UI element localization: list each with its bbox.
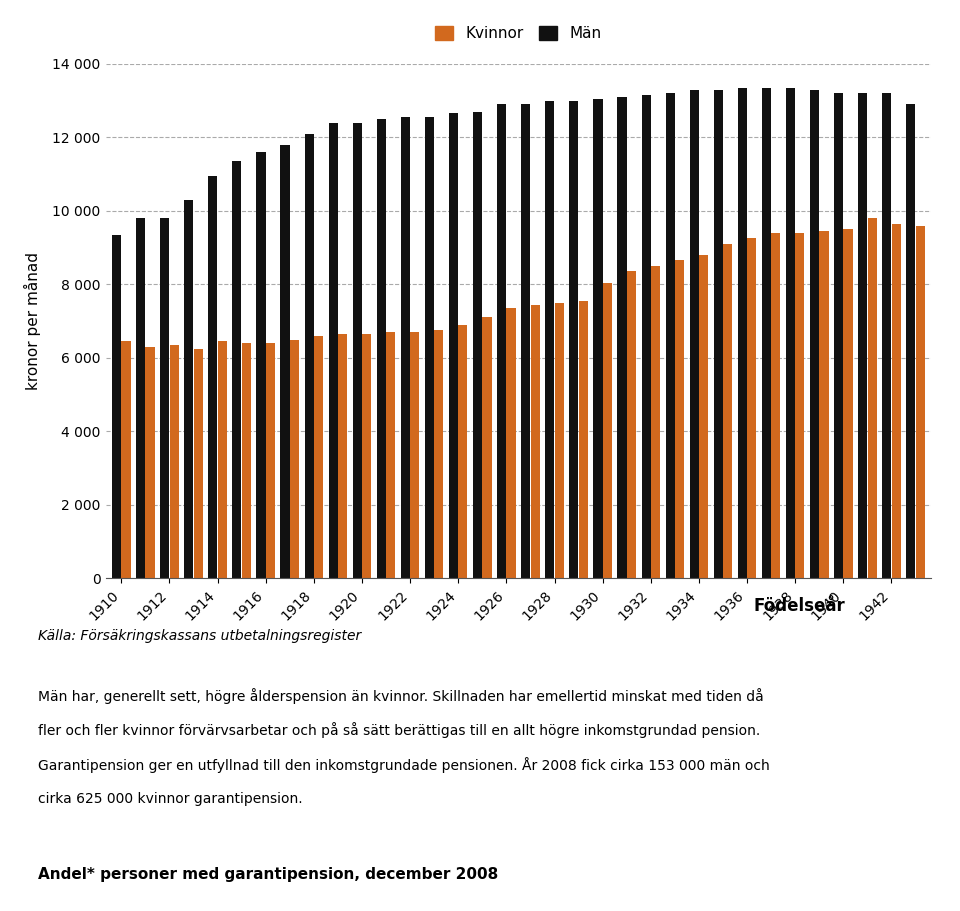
Bar xyxy=(290,340,299,578)
Bar xyxy=(844,230,852,578)
Y-axis label: kronor per månad: kronor per månad xyxy=(24,252,41,390)
Bar xyxy=(473,111,482,578)
Bar xyxy=(738,87,747,578)
Bar xyxy=(458,325,468,578)
Text: Födelseår: Födelseår xyxy=(753,597,845,615)
Bar xyxy=(747,239,756,578)
Bar xyxy=(834,93,843,578)
Text: Andel* personer med garantipension, december 2008: Andel* personer med garantipension, dece… xyxy=(38,867,498,882)
Text: Källa: Försäkringskassans utbetalningsregister: Källa: Försäkringskassans utbetalningsre… xyxy=(38,629,362,642)
Bar xyxy=(160,219,169,578)
Bar xyxy=(507,308,516,578)
Bar xyxy=(916,226,924,578)
Bar xyxy=(434,331,444,578)
Bar xyxy=(352,123,362,578)
Bar xyxy=(651,266,660,578)
Bar xyxy=(362,334,372,578)
Bar xyxy=(882,93,892,578)
Bar xyxy=(232,161,242,578)
Bar xyxy=(266,343,275,578)
Bar xyxy=(136,219,145,578)
Bar xyxy=(641,95,651,578)
Bar xyxy=(892,224,900,578)
Bar xyxy=(338,334,348,578)
Bar xyxy=(868,219,876,578)
Bar xyxy=(497,104,506,578)
Bar xyxy=(858,93,867,578)
Text: cirka 625 000 kvinnor garantipension.: cirka 625 000 kvinnor garantipension. xyxy=(38,792,303,805)
Bar xyxy=(521,104,530,578)
Bar xyxy=(545,100,554,578)
Bar xyxy=(242,343,251,578)
Bar xyxy=(593,98,603,578)
Bar xyxy=(569,100,579,578)
Bar xyxy=(699,255,708,578)
Bar xyxy=(483,317,492,578)
Text: Män har, generellt sett, högre ålderspension än kvinnor. Skillnaden har emellert: Män har, generellt sett, högre ålderspen… xyxy=(38,688,764,704)
Bar xyxy=(218,342,227,578)
Bar xyxy=(449,113,458,578)
Bar xyxy=(723,244,732,578)
Bar xyxy=(603,282,612,578)
Bar xyxy=(579,301,588,578)
Bar xyxy=(328,123,338,578)
Bar xyxy=(425,118,434,578)
Bar xyxy=(820,231,828,578)
Bar xyxy=(145,347,155,578)
Bar xyxy=(627,271,636,578)
Bar xyxy=(401,118,410,578)
Bar xyxy=(531,304,540,578)
Bar xyxy=(675,261,684,578)
Bar xyxy=(184,200,193,578)
Bar xyxy=(170,345,179,578)
Bar xyxy=(906,104,916,578)
Bar xyxy=(810,89,819,578)
Bar xyxy=(795,233,804,578)
Bar xyxy=(208,176,217,578)
Bar xyxy=(314,336,324,578)
Bar xyxy=(617,97,627,578)
Bar xyxy=(762,87,771,578)
Bar xyxy=(555,302,564,578)
Bar xyxy=(410,333,420,578)
Bar xyxy=(256,152,266,578)
Bar xyxy=(689,89,699,578)
Bar xyxy=(376,119,386,578)
Bar xyxy=(386,333,396,578)
Bar xyxy=(280,145,290,578)
Bar xyxy=(665,93,675,578)
Bar xyxy=(771,233,780,578)
Bar xyxy=(304,134,314,578)
Legend: Kvinnor, Män: Kvinnor, Män xyxy=(429,20,608,47)
Bar xyxy=(713,89,723,578)
Text: fler och fler kvinnor förvärvsarbetar och på så sätt berättigas till en allt hög: fler och fler kvinnor förvärvsarbetar oc… xyxy=(38,722,760,739)
Bar xyxy=(112,235,121,578)
Bar xyxy=(121,342,131,578)
Text: Garantipension ger en utfyllnad till den inkomstgrundade pensionen. År 2008 fick: Garantipension ger en utfyllnad till den… xyxy=(38,757,770,773)
Bar xyxy=(786,87,795,578)
Bar xyxy=(194,349,203,578)
